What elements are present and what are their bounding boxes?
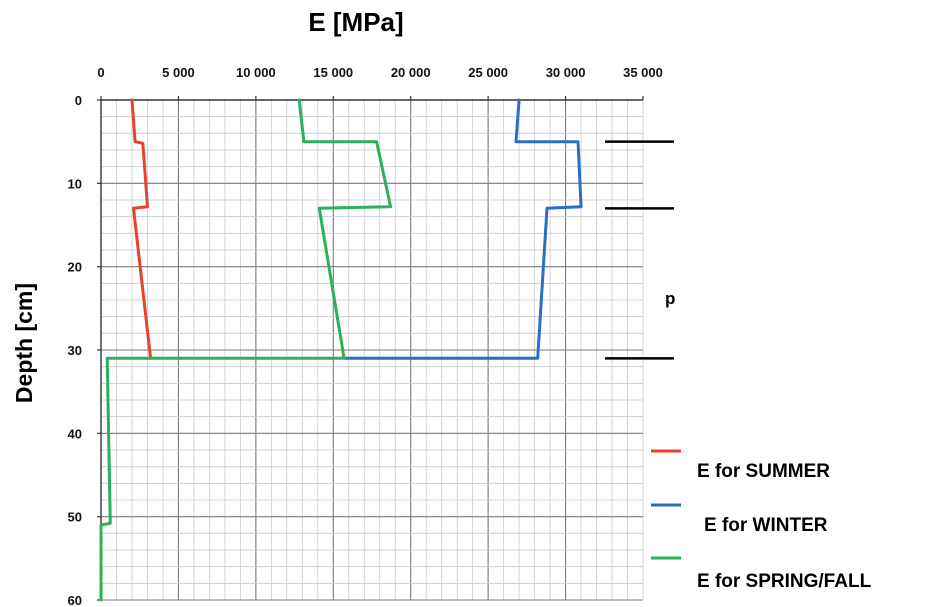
legend: E for SUMMER E for WINTER E for SPRING/FAL…	[651, 449, 872, 592]
grid-lines	[101, 100, 644, 601]
legend-label: E for SPRING/FALL	[697, 571, 872, 592]
x-tick-labels: 0 5 000 10 000 15 000 20 000 25 000 30 000 35 0…	[97, 65, 663, 80]
legend-label: E for WINTER	[704, 515, 828, 536]
y-tick-label: 20	[68, 260, 82, 275]
series-line-3	[99, 98, 393, 602]
y-tick-label: 40	[68, 426, 82, 441]
y-tick-label: 30	[68, 343, 82, 358]
series-line-2	[342, 98, 583, 360]
x-tick-label: 30 000	[546, 65, 586, 80]
y-axis-title: Depth [cm]	[11, 283, 37, 403]
x-axis-title: E [MPa]	[308, 7, 403, 37]
y-tick-label: 0	[75, 93, 82, 108]
series-lines	[99, 98, 583, 602]
y-tick-labels: 0 10 20 30 40 50 60	[68, 93, 82, 607]
x-tick-label: 5 000	[162, 65, 195, 80]
y-tick-label: 60	[68, 593, 82, 607]
layer-markers	[605, 140, 674, 360]
y-tick-label: 10	[68, 176, 82, 191]
x-tick-label: 35 000	[623, 65, 663, 80]
x-tick-label: 20 000	[391, 65, 431, 80]
x-tick-label: 25 000	[468, 65, 508, 80]
legend-label: E for SUMMER	[697, 461, 830, 482]
y-tick-label: 50	[68, 510, 82, 525]
series-line-1	[130, 98, 153, 360]
x-tick-label: 15 000	[313, 65, 353, 80]
stray-label: p	[665, 289, 675, 308]
x-tick-label: 10 000	[236, 65, 276, 80]
x-tick-label: 0	[97, 65, 104, 80]
axes	[97, 96, 644, 601]
